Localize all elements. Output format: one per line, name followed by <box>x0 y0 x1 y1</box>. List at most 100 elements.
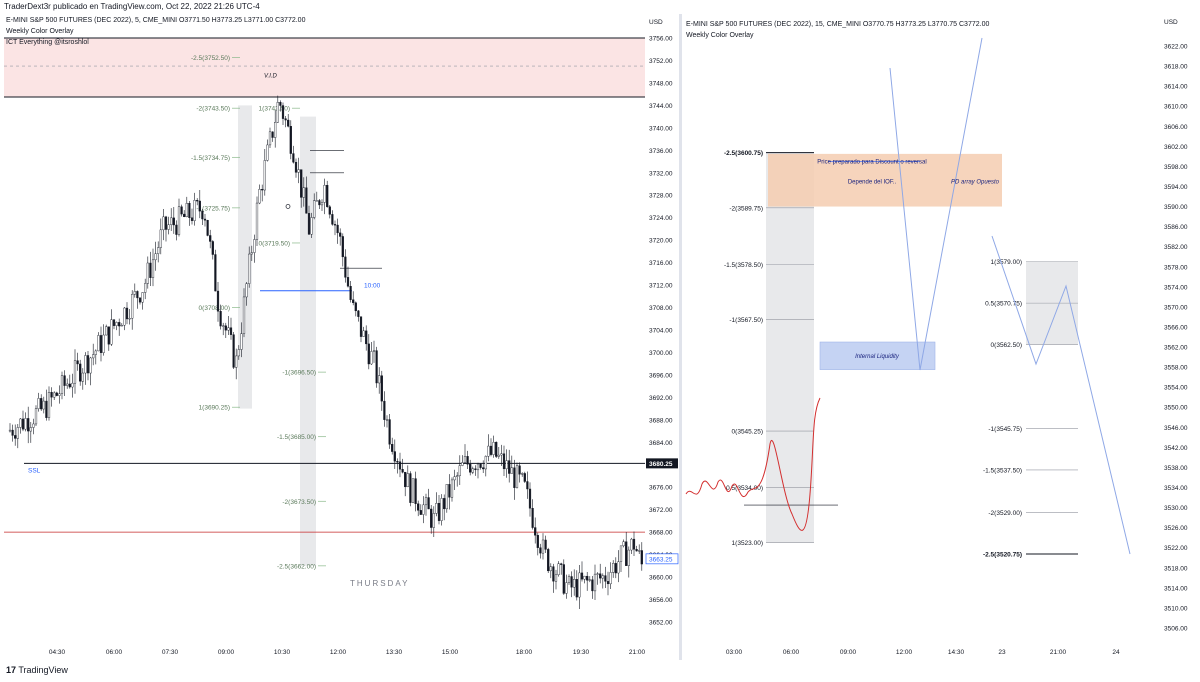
candle-body <box>323 184 326 203</box>
left-indicator-weekly-overlay[interactable]: Weekly Color Overlay <box>6 28 74 35</box>
candle-body <box>422 504 425 515</box>
price-tick-label: 3684.00 <box>649 440 673 447</box>
price-tick-label: 3660.00 <box>649 575 673 582</box>
price-tick-label: 3554.00 <box>1164 385 1188 392</box>
right-gray-box-1 <box>766 152 814 543</box>
candle-body <box>523 473 526 482</box>
time-tick-label: 09:00 <box>840 649 857 656</box>
candle-body <box>534 527 537 536</box>
right-symbol-line: E-MINI S&P 500 FUTURES (DEC 2022), 15, C… <box>686 21 990 28</box>
candle-body <box>276 102 279 123</box>
candle-body <box>432 513 435 528</box>
right-time-axis[interactable]: 03:00 06:00 09:00 12:00 14:30 23 21:00 24 <box>682 644 1158 660</box>
candle-body <box>131 294 134 319</box>
candle-body <box>107 326 110 345</box>
price-tick-label: 3622.00 <box>1164 44 1188 51</box>
candle-body <box>638 550 641 552</box>
candle-body <box>554 574 558 582</box>
candle-body <box>474 468 477 471</box>
left-price-axis[interactable]: USD 3756.00 3752.00 3748.00 3744.00 3740.00 37… <box>645 14 680 644</box>
price-tick-label: 3606.00 <box>1164 124 1188 131</box>
candle-body <box>482 467 485 470</box>
left-indicator-ict[interactable]: ICT Everything @itsroshlol <box>6 39 89 46</box>
price-tick-label: 3696.00 <box>649 372 673 379</box>
candle-body <box>201 210 204 220</box>
candle-body <box>406 473 409 488</box>
last-price-value: 3680.25 <box>649 461 673 468</box>
projection-path-2 <box>991 235 1131 555</box>
annotation-pd-array: PD array Opuesto <box>951 179 1000 185</box>
price-tick-label: 3558.00 <box>1164 365 1188 372</box>
candle-body <box>84 355 87 374</box>
price-tick-label: 3656.00 <box>649 597 673 604</box>
fib-right-label: -2.5(3520.75) <box>983 551 1022 558</box>
candle-body <box>89 357 92 374</box>
candle-body <box>411 478 415 503</box>
time-tick-label: 21:00 <box>1050 649 1067 656</box>
candle-body <box>367 343 370 365</box>
candle-body <box>424 497 428 506</box>
candle-body <box>255 202 259 240</box>
candle-body <box>385 419 389 421</box>
candle-body <box>388 419 391 445</box>
last-price-badge <box>646 458 678 469</box>
price-tick-label: 3538.00 <box>1164 465 1188 472</box>
candle-body <box>237 349 240 357</box>
candle-body <box>393 451 396 462</box>
candle-body <box>271 131 274 138</box>
candle-body <box>115 322 118 326</box>
candle-body <box>541 539 545 554</box>
candle-body <box>591 579 594 592</box>
candle-body <box>614 563 617 574</box>
time-tick-label: 23 <box>998 649 1006 656</box>
candle-body <box>279 102 282 106</box>
internal-liquidity-zone <box>819 341 936 370</box>
candle-body <box>336 224 339 234</box>
pane-divider[interactable] <box>679 14 682 660</box>
candle-body <box>110 319 113 345</box>
candle-body <box>344 256 347 278</box>
price-tick-label: 3514.00 <box>1164 585 1188 592</box>
candle-body <box>99 335 103 353</box>
candle-body <box>625 541 628 566</box>
candle-body <box>310 217 313 235</box>
candle-body <box>206 220 209 236</box>
candle-body <box>487 445 490 457</box>
right-price-axis[interactable]: USD 3622.00 3618.00 3614.00 3610.00 3606.00 36… <box>1158 14 1198 644</box>
annotation-internal-liquidity: Internal Liquidity <box>855 354 900 360</box>
candle-body <box>253 239 256 253</box>
candle-body <box>73 360 77 384</box>
left-currency-label: USD <box>649 19 663 26</box>
candle-body <box>42 400 45 410</box>
candle-body <box>510 467 513 474</box>
candle-body <box>240 333 243 350</box>
candle-body <box>469 464 472 473</box>
right-chart-canvas[interactable]: -2.5(3600.75) -2(3589.75) -1.5(3578.50) -1(… <box>682 14 1158 644</box>
right-chart-pane[interactable]: -2.5(3600.75) -2(3589.75) -1.5(3578.50) -1(… <box>682 14 1158 644</box>
time-tick-label: 03:00 <box>726 649 743 656</box>
left-time-axis[interactable]: 04:30 06:00 07:30 09:00 10:30 12:00 13:30 15:00… <box>4 644 646 660</box>
time-tick-label: 19:30 <box>573 649 590 656</box>
fib-left-label: -2(3589.75) <box>729 205 763 212</box>
candle-body <box>443 498 446 510</box>
left-chart-pane[interactable]: -2.5(3752.50) -2(3743.50) -1.5(3734.75) -1(… <box>4 14 645 644</box>
price-tick-label: 3566.00 <box>1164 324 1188 331</box>
price-tick-label: 3578.00 <box>1164 264 1188 271</box>
candle-body <box>76 360 79 365</box>
right-indicator-weekly-overlay[interactable]: Weekly Color Overlay <box>686 32 754 39</box>
candle-body <box>622 541 625 547</box>
fib-label: -1.5(3685.00) <box>277 434 316 441</box>
price-tick-label: 3720.00 <box>649 238 673 245</box>
candle-body <box>471 468 474 473</box>
tradingview-logo[interactable]: 17 TradingView <box>6 665 68 675</box>
candle-body <box>297 169 300 173</box>
candle-body <box>640 550 643 565</box>
candle-body <box>313 200 316 218</box>
left-chart-canvas[interactable]: -2.5(3752.50) -2(3743.50) -1.5(3734.75) -1(… <box>4 14 645 644</box>
candle-body <box>419 510 422 515</box>
time-tick-label: 04:30 <box>49 649 66 656</box>
price-tick-label: 3748.00 <box>649 80 673 87</box>
candle-body <box>266 144 269 161</box>
fib-left-label: -1(3567.50) <box>729 317 763 324</box>
